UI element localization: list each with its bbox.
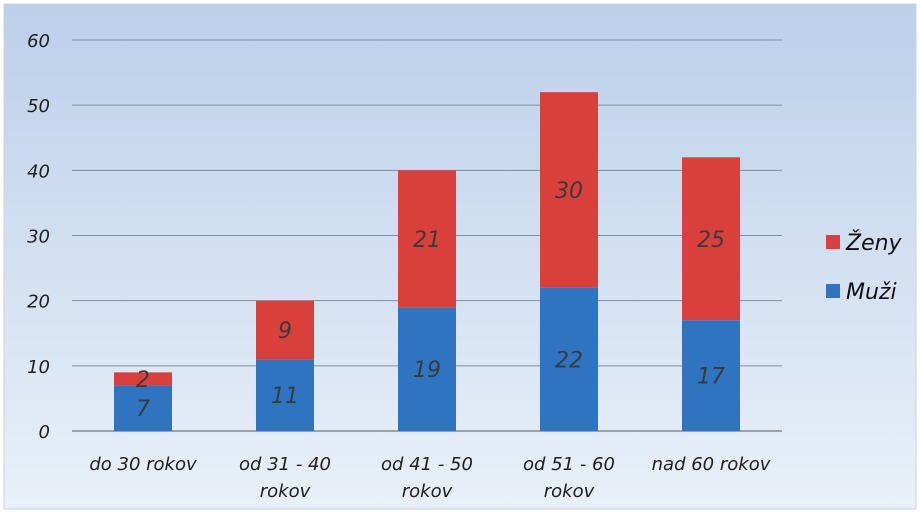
x-axis-categories: do 30 rokov od 31 - 40 rokov od 41 - 50 roko… [89, 454, 770, 502]
y-axis-ticks: 0 10 20 30 40 50 60 [27, 31, 50, 443]
legend-swatch [826, 284, 840, 298]
data-labels: 7 2 11 9 19 21 22 30 17 25 [136, 179, 725, 422]
data-label: 25 [697, 228, 725, 253]
x-category-label: od 31 - 40 [239, 454, 331, 475]
legend-label: Muži [846, 280, 897, 305]
y-tick-label: 0 [39, 422, 50, 443]
y-tick-label: 10 [27, 357, 50, 378]
bar-segment-muzi [540, 287, 598, 431]
x-category-label: od 41 - 50 [381, 454, 473, 475]
bar-segment-zeny [398, 170, 456, 308]
bars [114, 92, 740, 431]
data-label: 2 [136, 368, 150, 393]
bar-segment-muzi [114, 385, 172, 431]
data-label: 17 [697, 365, 725, 390]
bar-segment-zeny [256, 300, 314, 360]
y-tick-label: 40 [27, 161, 50, 182]
data-label: 21 [413, 228, 441, 253]
legend-label: Ženy [845, 230, 903, 256]
x-category-label: nad 60 rokov [652, 454, 771, 475]
bar-segment-zeny [114, 372, 172, 386]
x-category-label: rokov [260, 481, 311, 502]
legend: Ženy Muži [826, 230, 903, 305]
data-label: 7 [136, 397, 150, 422]
y-tick-label: 30 [27, 227, 50, 248]
y-tick-label: 50 [27, 96, 50, 117]
data-label: 30 [555, 179, 583, 204]
bar-segment-muzi [256, 359, 314, 431]
y-tick-label: 60 [27, 31, 50, 52]
bar-segment-muzi [398, 307, 456, 431]
data-label: 19 [413, 358, 441, 383]
x-category-label: rokov [402, 481, 453, 502]
bar-segment-muzi [682, 320, 740, 431]
x-category-label: rokov [544, 481, 595, 502]
x-category-label: do 30 rokov [89, 454, 197, 475]
y-tick-label: 20 [27, 292, 50, 313]
data-label: 9 [278, 319, 292, 344]
chart-background [3, 3, 917, 510]
legend-swatch [826, 235, 840, 249]
data-label: 22 [555, 348, 583, 373]
bar-segment-zeny [540, 92, 598, 288]
bar-segment-zeny [682, 157, 740, 321]
data-label: 11 [271, 384, 299, 409]
x-category-label: od 51 - 60 [523, 454, 615, 475]
